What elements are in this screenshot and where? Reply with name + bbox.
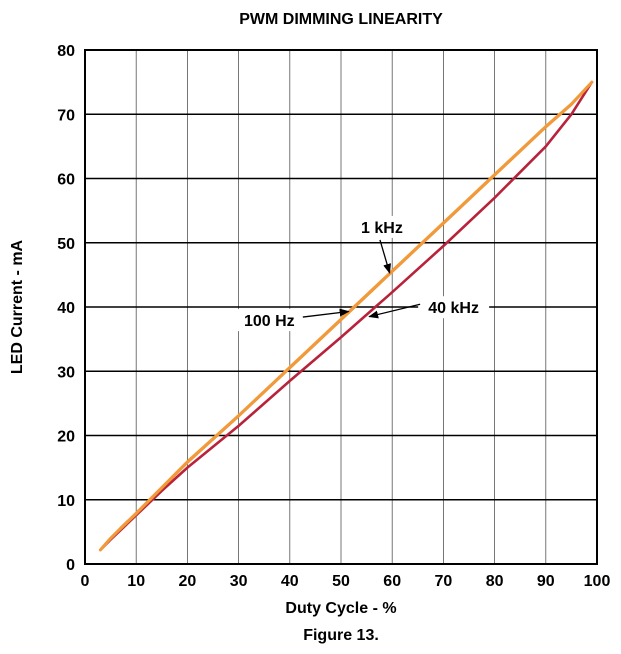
x-axis-label: Duty Cycle - % — [285, 600, 396, 617]
y-tick-labels: 0 10 20 30 40 50 60 70 80 — [57, 43, 75, 574]
x-tick-label: 0 — [81, 573, 90, 590]
grid — [85, 50, 597, 564]
x-tick-label: 60 — [383, 573, 401, 590]
annotation-background — [418, 296, 490, 319]
series-line-1-khz — [98, 80, 594, 552]
x-tick-label: 90 — [537, 573, 555, 590]
y-axis-label: LED Current - mA — [9, 239, 26, 374]
x-tick-label: 10 — [127, 573, 145, 590]
y-tick-label: 70 — [57, 107, 75, 124]
x-tick-label: 70 — [435, 573, 453, 590]
x-tick-label: 80 — [486, 573, 504, 590]
series-lines — [98, 80, 594, 552]
annotation-label-1-khz: 1 kHz — [361, 220, 403, 237]
figure-caption: Figure 13. — [303, 627, 379, 644]
y-tick-label: 40 — [57, 300, 75, 317]
annotation-arrow-40-khz — [368, 303, 421, 319]
annotation-arrow-1-khz — [379, 239, 391, 274]
y-tick-label: 50 — [57, 236, 75, 253]
y-tick-label: 80 — [57, 43, 75, 60]
y-tick-label: 60 — [57, 172, 75, 189]
chart-title: PWM DIMMING LINEARITY — [239, 11, 443, 28]
y-tick-label: 10 — [57, 493, 75, 510]
plot-frame — [84, 49, 598, 565]
y-tick-label: 0 — [66, 557, 75, 574]
annotation-arrow-100-hz — [302, 308, 350, 318]
x-tick-label: 20 — [179, 573, 197, 590]
annotation-background — [233, 309, 305, 332]
x-tick-label: 50 — [332, 573, 350, 590]
x-tick-labels: 0 10 20 30 40 50 60 70 80 90 100 — [81, 573, 611, 590]
y-tick-label: 20 — [57, 429, 75, 446]
x-tick-label: 100 — [584, 573, 611, 590]
annotation-background — [351, 215, 413, 238]
annotation-label-100-hz: 100 Hz — [244, 313, 295, 330]
x-tick-label: 30 — [230, 573, 248, 590]
annotations: 1 kHz 100 Hz 40 kHz — [233, 215, 490, 332]
y-tick-label: 30 — [57, 364, 75, 381]
x-tick-label: 40 — [281, 573, 299, 590]
annotation-label-40-khz: 40 kHz — [428, 300, 479, 317]
